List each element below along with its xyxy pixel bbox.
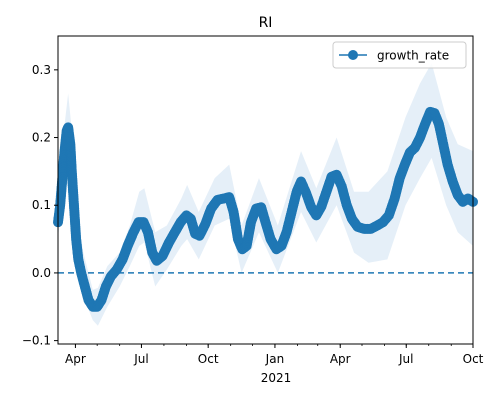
plot-frame	[57, 35, 474, 345]
x-year-label: 2021	[261, 371, 292, 385]
y-tick-label: 0.2	[32, 131, 51, 145]
chart-title: RI	[259, 15, 273, 31]
y-tick-label: −0.1	[22, 334, 51, 348]
series-markers	[53, 106, 478, 312]
x-tick-label: Apr	[330, 352, 351, 366]
legend-marker-swatch	[348, 50, 358, 60]
plot-area	[53, 63, 478, 326]
legend-label: growth_rate	[377, 49, 449, 63]
x-tick-label: Jul	[398, 352, 413, 366]
confidence-band	[58, 63, 473, 326]
legend-frame	[332, 41, 467, 69]
x-tick-label: Jan	[265, 352, 285, 366]
axes: −0.1 0.0 0.1 0.2 0.3 Apr Jul Oct Jan Apr Jul Oct	[22, 35, 484, 366]
x-tick-label: Oct	[463, 352, 484, 366]
y-tick-label: 0.1	[32, 198, 51, 212]
y-tick-label: 0.0	[32, 266, 51, 280]
x-tick-label: Apr	[65, 352, 86, 366]
legend[interactable]: growth_rate	[332, 41, 467, 69]
x-tick-label: Oct	[198, 352, 219, 366]
x-tick-label: Jul	[133, 352, 148, 366]
y-tick-label: 0.3	[32, 63, 51, 77]
